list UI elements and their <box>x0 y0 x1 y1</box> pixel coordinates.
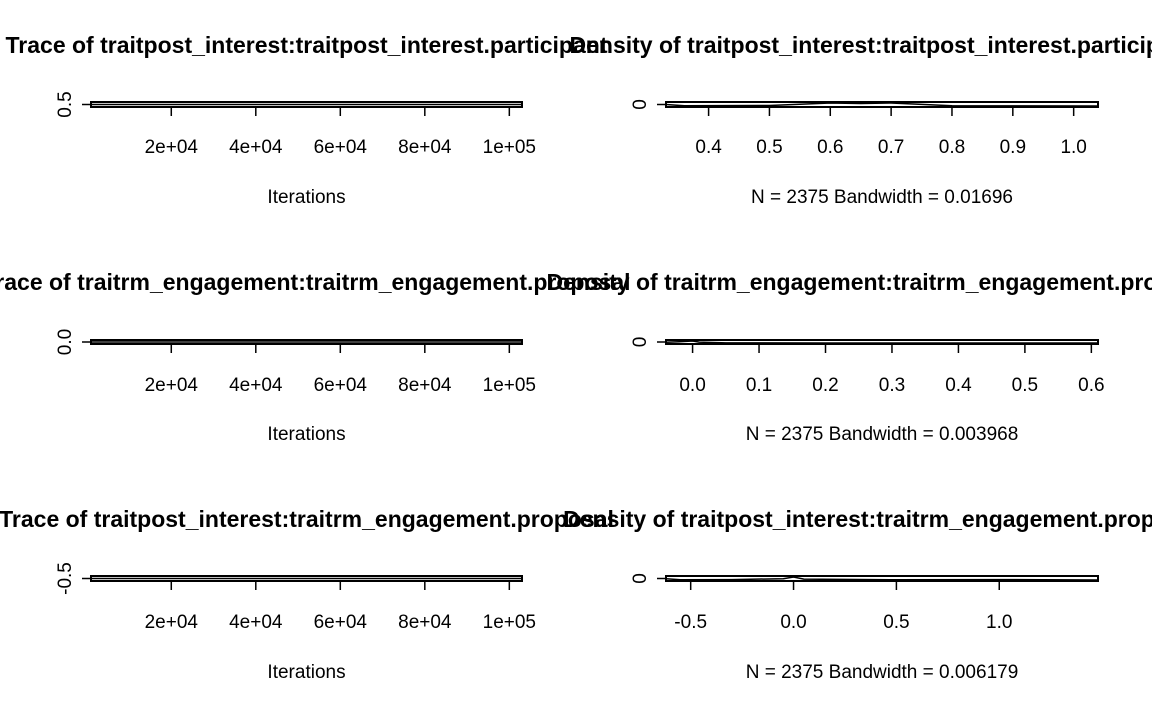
x-tick-label: -0.5 <box>674 612 707 633</box>
y-tick-label: -0.5 <box>55 562 76 595</box>
x-tick-label: 2e+04 <box>145 137 199 158</box>
x-tick-label: 0.5 <box>1012 375 1038 396</box>
chart-panel-2: Density of traitpost_interest:traitpost_… <box>570 32 1152 208</box>
x-tick-label: 1e+05 <box>483 612 536 633</box>
x-tick-label: 1e+05 <box>483 375 536 396</box>
x-tick-label: 6e+04 <box>314 375 368 396</box>
x-tick-label: 8e+04 <box>398 375 452 396</box>
x-axis-label: Iterations <box>267 662 345 683</box>
series-line <box>665 576 1099 581</box>
x-tick-label: 0.7 <box>878 137 904 158</box>
chart-panel-1: Trace of traitpost_interest:traitpost_in… <box>6 32 608 208</box>
x-axis-label: N = 2375 Bandwidth = 0.003968 <box>746 424 1019 445</box>
y-tick-label: 0.5 <box>55 91 76 117</box>
x-axis-label: Iterations <box>267 187 345 208</box>
series-line <box>665 340 1098 344</box>
x-tick-label: 0.4 <box>945 375 972 396</box>
x-tick-label: 8e+04 <box>398 612 452 633</box>
x-tick-label: 0.8 <box>939 137 965 158</box>
x-tick-label: 0.9 <box>1000 137 1026 158</box>
x-tick-label: 1.0 <box>1060 137 1086 158</box>
chart-panel-5: Trace of traitpost_interest:traitrm_enga… <box>0 506 614 683</box>
x-tick-label: 2e+04 <box>145 375 199 396</box>
x-tick-label: 0.3 <box>879 375 905 396</box>
chart-title: Density of traitrm_engagement:traitrm_en… <box>547 269 1152 295</box>
x-tick-label: 0.1 <box>746 375 772 396</box>
chart-title: Density of traitpost_interest:traitpost_… <box>570 32 1152 58</box>
x-tick-label: 1e+05 <box>483 137 536 158</box>
x-tick-label: 4e+04 <box>229 137 283 158</box>
x-tick-label: 4e+04 <box>229 375 283 396</box>
chart-title: Trace of traitrm_engagement:traitrm_enga… <box>0 269 631 295</box>
x-tick-label: 0.6 <box>817 137 843 158</box>
x-tick-label: 0.0 <box>679 375 705 396</box>
x-axis-label: Iterations <box>267 424 345 445</box>
y-tick-label: 0 <box>630 337 651 348</box>
x-tick-label: 0.5 <box>756 137 782 158</box>
chart-panel-6: Density of traitpost_interest:traitrm_en… <box>563 506 1152 683</box>
x-tick-label: 1.0 <box>986 612 1012 633</box>
x-axis-label: N = 2375 Bandwidth = 0.01696 <box>751 187 1013 208</box>
chart-title: Trace of traitpost_interest:traitpost_in… <box>6 32 608 58</box>
x-tick-label: 0.5 <box>883 612 909 633</box>
y-tick-label: 0.0 <box>55 329 76 355</box>
x-axis-label: N = 2375 Bandwidth = 0.006179 <box>746 662 1019 683</box>
series-line <box>665 102 1099 107</box>
x-tick-label: 0.0 <box>780 612 806 633</box>
x-tick-label: 6e+04 <box>314 137 368 158</box>
chart-panel-4: Density of traitrm_engagement:traitrm_en… <box>547 269 1152 445</box>
chart-panel-3: Trace of traitrm_engagement:traitrm_enga… <box>0 269 631 445</box>
x-tick-label: 4e+04 <box>229 612 283 633</box>
x-tick-label: 0.2 <box>812 375 838 396</box>
x-tick-label: 8e+04 <box>398 137 452 158</box>
chart-title: Trace of traitpost_interest:traitrm_enga… <box>0 506 614 532</box>
x-tick-label: 2e+04 <box>145 612 199 633</box>
x-tick-label: 0.4 <box>695 137 722 158</box>
chart-title: Density of traitpost_interest:traitrm_en… <box>563 506 1152 532</box>
y-tick-label: 0 <box>630 99 651 110</box>
x-tick-label: 0.6 <box>1078 375 1104 396</box>
y-tick-label: 0 <box>630 573 651 584</box>
x-tick-label: 6e+04 <box>314 612 368 633</box>
